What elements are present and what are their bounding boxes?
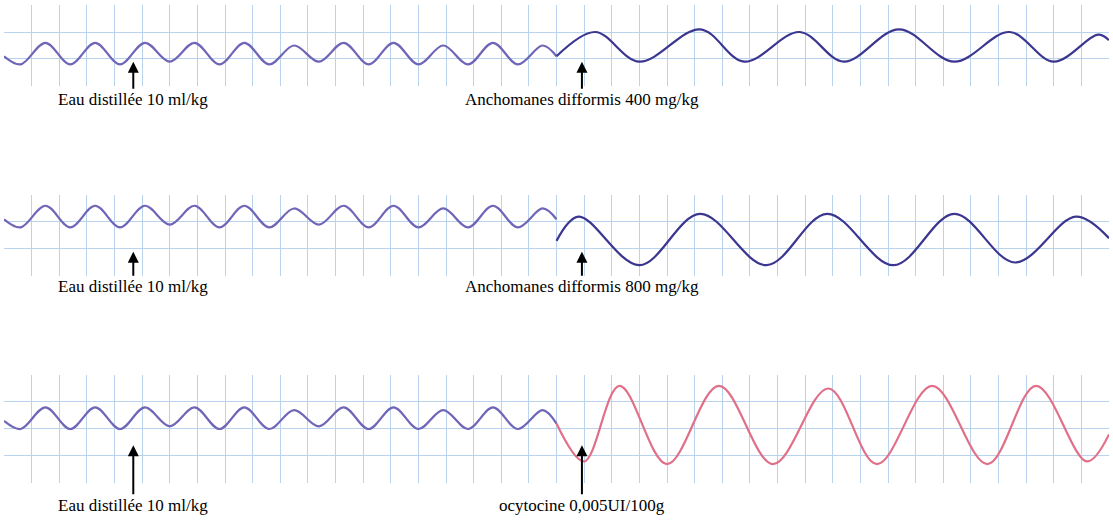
svg-text:Eau distillée 10 ml/kg: Eau distillée 10 ml/kg	[58, 496, 208, 515]
svg-text:Anchomanes difformis 400 mg/kg: Anchomanes difformis 400 mg/kg	[465, 90, 699, 109]
svg-text:ocytocine 0,005UI/100g: ocytocine 0,005UI/100g	[499, 496, 665, 515]
svg-text:Eau distillée 10 ml/kg: Eau distillée 10 ml/kg	[58, 277, 208, 296]
svg-text:Eau distillée 10 ml/kg: Eau distillée 10 ml/kg	[58, 90, 208, 109]
svg-text:Anchomanes difformis 800 mg/kg: Anchomanes difformis 800 mg/kg	[465, 277, 699, 296]
